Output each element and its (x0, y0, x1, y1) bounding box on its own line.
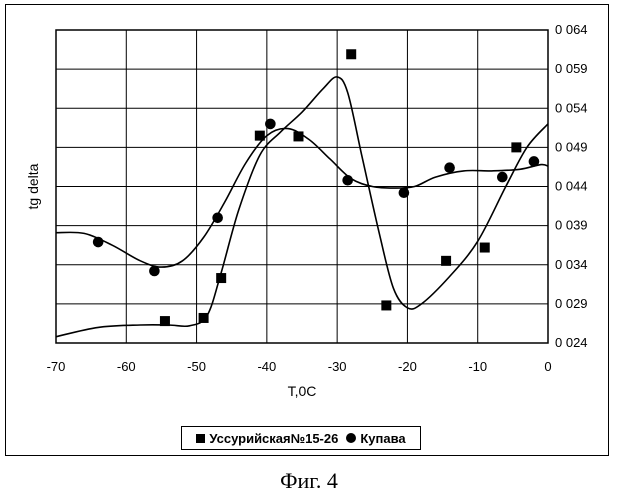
y-tick-label: 0 039 (555, 218, 588, 233)
y-tick-labels: 0 024 0 029 0 034 0 039 0 044 0 049 0 054 0 059… (555, 22, 588, 350)
data-point-circle (399, 187, 410, 198)
data-point-square (293, 131, 303, 141)
grid-layer (56, 30, 548, 343)
figure-caption: Фиг. 4 (0, 468, 618, 494)
y-tick-label: 0 049 (555, 139, 588, 154)
y-axis-title: tg delta (25, 163, 41, 209)
data-point-square (346, 49, 356, 59)
data-point-square (511, 142, 521, 152)
chart-svg: -70-60-50-40-30-20-100 0 0240 0290 0340 … (0, 0, 618, 460)
curve-layer (56, 77, 548, 337)
legend-label-series-1: Уссурийская№15-26 (209, 431, 338, 446)
x-tick-label: -70 (47, 359, 66, 374)
x-tick-label: -40 (257, 359, 276, 374)
data-point-circle (265, 119, 276, 130)
data-point-circle (529, 156, 540, 167)
x-tick-label: -50 (187, 359, 206, 374)
x-tick-labels: -70 -60 -50 -40 -30 -20 -10 0 (47, 359, 552, 374)
data-point-square (480, 243, 490, 253)
y-tick-label: 0 034 (555, 257, 588, 272)
data-point-square (255, 131, 265, 141)
data-point-circle (93, 237, 104, 248)
legend-square-marker (196, 434, 205, 443)
data-point-circle (149, 266, 160, 277)
legend: Уссурийская№15-26 Купава (181, 426, 421, 450)
y-tick-label: 0 044 (555, 179, 588, 194)
data-point-square (216, 273, 226, 283)
point-layer (93, 49, 539, 326)
data-point-circle (212, 213, 223, 224)
y-tick-label: 0 024 (555, 335, 588, 350)
y-tick-label: 0 054 (555, 100, 588, 115)
data-point-circle (444, 162, 455, 173)
y-tick-label: 0 029 (555, 296, 588, 311)
x-axis-title: T,0C (288, 383, 317, 399)
y-tick-label: 0 059 (555, 61, 588, 76)
x-tick-label: -20 (398, 359, 417, 374)
data-point-circle (342, 175, 353, 186)
legend-label-series-2: Купава (360, 431, 405, 446)
x-tick-label: -30 (328, 359, 347, 374)
y-tick-label: 0 064 (555, 22, 588, 37)
legend-circle-marker (346, 433, 356, 443)
x-tick-label: -10 (468, 359, 487, 374)
trend-curve-series-1 (56, 77, 548, 337)
data-point-square (160, 316, 170, 326)
x-tick-label: 0 (544, 359, 551, 374)
data-point-square (441, 256, 451, 266)
data-point-square (199, 313, 209, 323)
data-point-circle (497, 172, 508, 183)
data-point-square (381, 300, 391, 310)
x-tick-label: -60 (117, 359, 136, 374)
